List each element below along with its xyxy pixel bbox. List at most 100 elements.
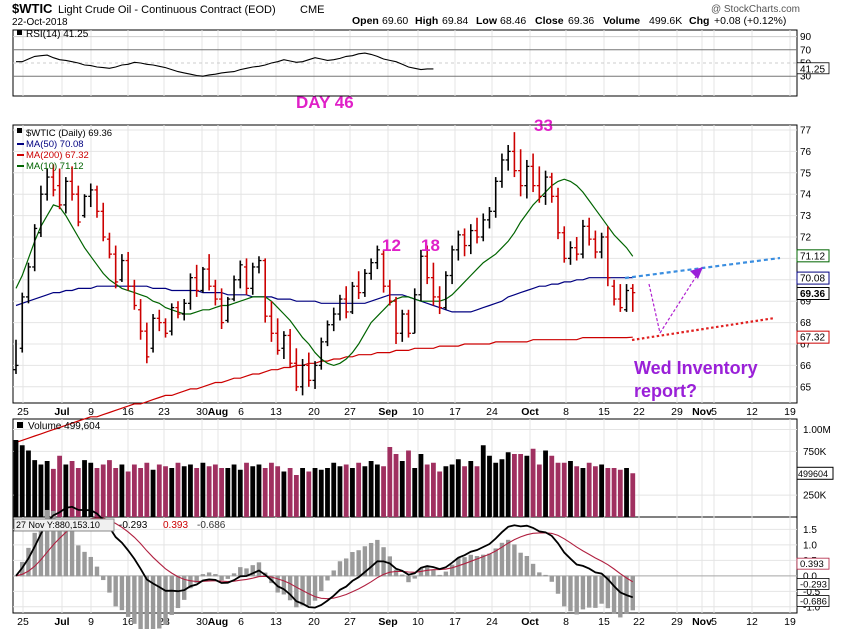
- ohlc-bar: [574, 237, 580, 261]
- x-tick-label: 13: [270, 616, 282, 628]
- price-tick-label: 67: [800, 340, 812, 351]
- volume-bar: [468, 461, 474, 517]
- x-tick-label: Sep: [378, 616, 397, 628]
- macd-histogram-bar: [512, 544, 517, 577]
- volume-bar: [69, 461, 75, 517]
- macd-histogram-bar: [400, 574, 405, 577]
- volume-bar: [518, 454, 524, 517]
- macd-histogram-bar: [593, 575, 598, 608]
- ohlc-bar: [250, 262, 256, 295]
- macd-histogram-bar: [26, 547, 31, 577]
- macd-signal-line: [15, 517, 634, 600]
- ohlc-bar: [169, 303, 175, 336]
- volume-bar: [487, 455, 492, 517]
- ohlc-bar: [617, 284, 623, 312]
- macd-histogram-bar: [51, 510, 56, 577]
- grid-lines: [13, 30, 797, 613]
- x-tick-label: 30: [196, 406, 208, 418]
- ohlc-bar: [57, 168, 63, 210]
- volume-bar: [561, 462, 567, 517]
- macd-histogram-bar: [530, 563, 536, 577]
- ohlc-bar: [32, 224, 38, 272]
- x-tick-label: 29: [671, 616, 683, 628]
- volume-bar: [194, 468, 200, 517]
- ohlc-bar: [50, 164, 56, 197]
- ohlc-bar: [337, 294, 343, 321]
- ohlc-bar: [387, 279, 393, 306]
- x-tick-label: 24: [486, 406, 498, 418]
- x-tick-label: 25: [17, 616, 29, 628]
- volume-bar: [592, 466, 598, 517]
- macd-histogram-bar: [343, 558, 349, 577]
- macd-line: [15, 505, 634, 609]
- macd-histogram-bar: [555, 575, 561, 594]
- volume-bar: [437, 471, 443, 517]
- volume-bar: [63, 464, 69, 517]
- ohlc-bar: [518, 149, 524, 197]
- x-tick-label: 16: [122, 616, 134, 628]
- volume-bar: [312, 468, 318, 517]
- macd-histogram-bar: [231, 573, 237, 577]
- volume-bar: [175, 462, 181, 517]
- macd-histogram-bar: [250, 565, 255, 577]
- exchange-label: CME: [300, 4, 324, 16]
- macd-histogram-bar: [294, 575, 299, 608]
- x-tick-label: Aug: [208, 616, 228, 628]
- ohlc-bar: [349, 281, 355, 315]
- ohlc-bar: [443, 271, 449, 310]
- volume-bar: [356, 462, 362, 517]
- volume-bar: [32, 460, 38, 517]
- volume-bar: [269, 462, 274, 517]
- macd-right-label-box: [796, 578, 830, 590]
- macd-histogram-bar: [481, 554, 486, 577]
- ohlc-bar: [418, 249, 424, 302]
- ohlc-bar: [405, 309, 411, 338]
- volume-bar: [100, 464, 106, 517]
- volume-legend: Volume 499,604: [17, 421, 101, 432]
- open-label: Open: [352, 15, 379, 27]
- volume-bar: [13, 440, 19, 517]
- macd-histogram-bar: [462, 557, 467, 577]
- volume-bar: [88, 462, 94, 517]
- macd-right-label-box: [796, 557, 830, 570]
- ohlc-bar: [312, 361, 318, 389]
- macd-histogram-bar: [238, 567, 243, 577]
- close-price-label-box: [796, 286, 830, 300]
- volume-bar: [44, 461, 50, 517]
- macd-histogram-bar: [163, 575, 168, 625]
- macd-histogram-bar: [499, 542, 505, 577]
- rsi-tick-label: 90: [800, 32, 812, 43]
- volume-bar: [225, 468, 231, 517]
- ohlc-bar: [368, 258, 374, 280]
- volume-bar: [493, 462, 499, 517]
- ohlc-bar: [88, 183, 94, 208]
- ohlc-bar: [549, 172, 555, 203]
- macd-value-1: -0.293: [119, 520, 148, 531]
- ohlc-bar: [163, 318, 169, 338]
- volume-bar: [107, 460, 112, 517]
- ohlc-bar: [231, 275, 237, 302]
- volume-bar: [275, 466, 281, 517]
- ohlc-bar: [306, 352, 312, 387]
- ohlc-bar: [499, 153, 505, 188]
- x-tick-label: 13: [270, 406, 282, 418]
- support-trendline: [631, 316, 776, 342]
- volume-bar: [474, 466, 480, 517]
- ma10-legend-label: MA(10) 71.12: [26, 161, 84, 172]
- volume-bar: [318, 469, 324, 517]
- volume-tick-label: 1.00M: [803, 425, 831, 436]
- ohlc-bar: [13, 339, 19, 374]
- ohlc-bar: [530, 153, 536, 193]
- volume-bar: [26, 450, 31, 517]
- price-panel: [12, 124, 798, 404]
- volume-bar: [412, 468, 418, 517]
- volume-bar: [125, 471, 131, 517]
- chg-label: Chg: [689, 15, 709, 27]
- ma10-line: [15, 178, 634, 367]
- x-tick-label: 5: [711, 616, 717, 628]
- volume-bar: [462, 466, 467, 517]
- volume-bar: [293, 475, 299, 517]
- x-tick-label: 16: [122, 406, 134, 418]
- chart-date: 22-Oct-2018: [12, 17, 68, 28]
- ma10-price-label-box: [796, 249, 830, 263]
